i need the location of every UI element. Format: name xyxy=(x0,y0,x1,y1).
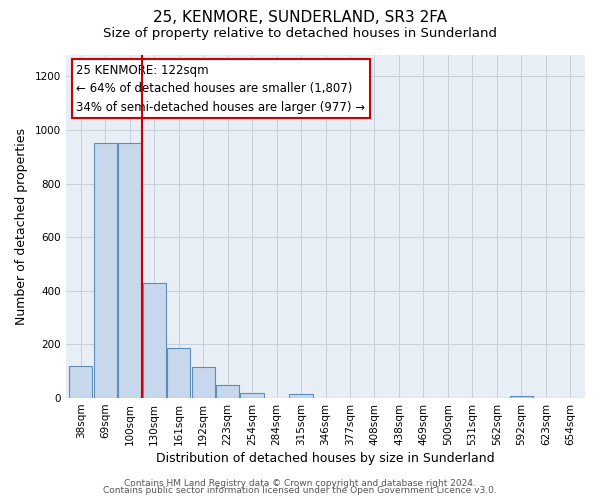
Bar xyxy=(216,385,239,398)
Text: 25 KENMORE: 122sqm
← 64% of detached houses are smaller (1,807)
34% of semi-deta: 25 KENMORE: 122sqm ← 64% of detached hou… xyxy=(76,64,365,114)
X-axis label: Distribution of detached houses by size in Sunderland: Distribution of detached houses by size … xyxy=(156,452,495,465)
Text: Contains HM Land Registry data © Crown copyright and database right 2024.: Contains HM Land Registry data © Crown c… xyxy=(124,478,476,488)
Bar xyxy=(289,394,313,398)
Bar xyxy=(143,283,166,398)
Bar xyxy=(167,348,190,398)
Text: 25, KENMORE, SUNDERLAND, SR3 2FA: 25, KENMORE, SUNDERLAND, SR3 2FA xyxy=(153,10,447,25)
Text: Size of property relative to detached houses in Sunderland: Size of property relative to detached ho… xyxy=(103,28,497,40)
Bar xyxy=(510,396,533,398)
Bar xyxy=(191,367,215,398)
Y-axis label: Number of detached properties: Number of detached properties xyxy=(15,128,28,325)
Bar xyxy=(118,144,142,398)
Text: Contains public sector information licensed under the Open Government Licence v3: Contains public sector information licen… xyxy=(103,486,497,495)
Bar xyxy=(241,393,264,398)
Bar xyxy=(94,144,117,398)
Bar xyxy=(69,366,92,398)
